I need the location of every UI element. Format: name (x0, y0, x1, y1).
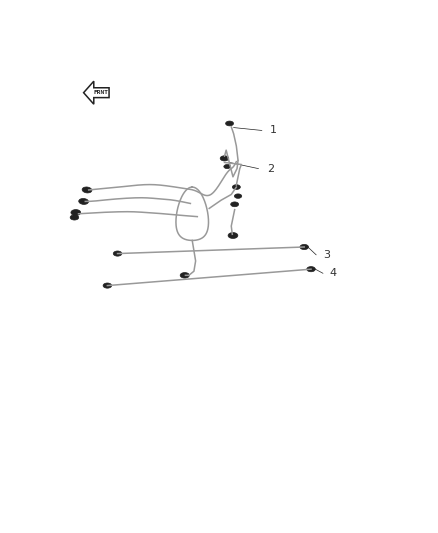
Text: 1: 1 (270, 125, 277, 135)
Ellipse shape (234, 194, 242, 198)
Ellipse shape (82, 187, 92, 193)
Ellipse shape (220, 156, 229, 161)
Text: FRNT: FRNT (94, 90, 109, 95)
Ellipse shape (103, 283, 112, 288)
Ellipse shape (180, 272, 189, 278)
Ellipse shape (71, 209, 81, 215)
Ellipse shape (224, 165, 230, 168)
Ellipse shape (228, 232, 238, 238)
Ellipse shape (233, 184, 240, 190)
Ellipse shape (70, 215, 79, 220)
Text: 2: 2 (267, 164, 274, 174)
Text: 4: 4 (330, 268, 337, 278)
Ellipse shape (113, 251, 122, 256)
Ellipse shape (307, 266, 315, 272)
Ellipse shape (231, 202, 239, 207)
Ellipse shape (226, 121, 233, 126)
Text: 3: 3 (323, 250, 330, 260)
Ellipse shape (300, 245, 308, 249)
Ellipse shape (79, 198, 88, 205)
